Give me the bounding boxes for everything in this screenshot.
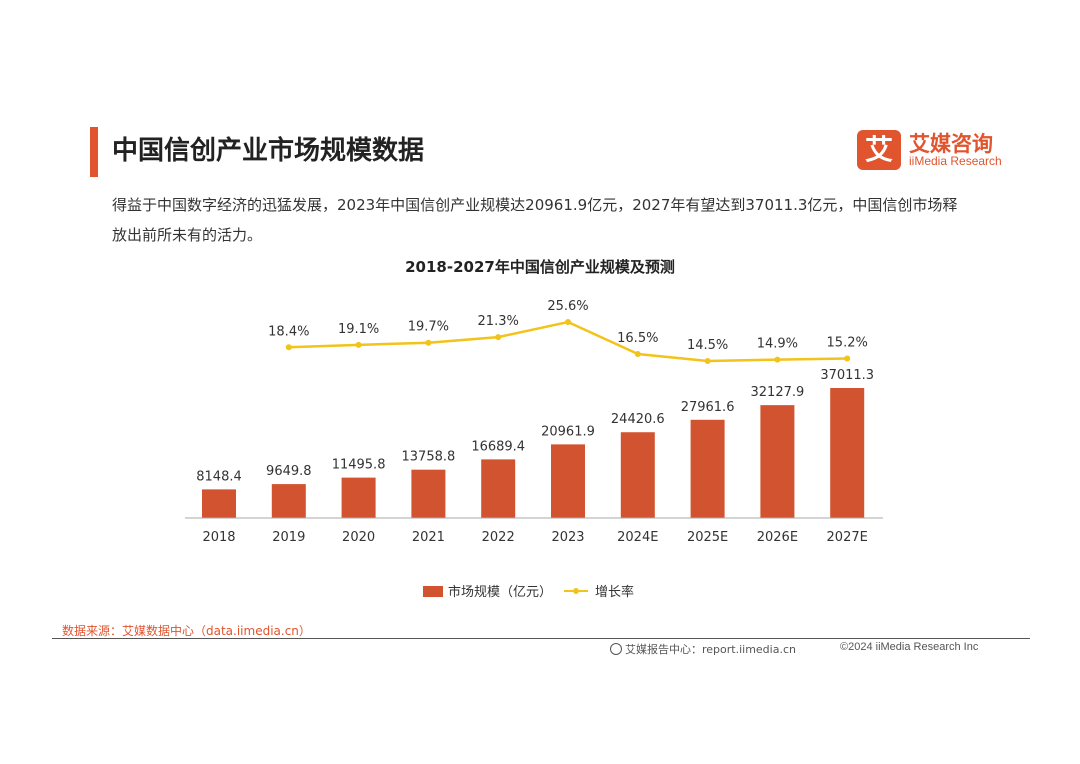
- bar-2021: [411, 469, 446, 518]
- bar-label-2021: 13758.8: [402, 450, 456, 465]
- report-center-text: 艾媒报告中心：report.iimedia.cn: [625, 643, 796, 656]
- growth-label-2020: 19.1%: [338, 322, 379, 337]
- bar-label-2018: 8148.4: [196, 469, 242, 484]
- bar-2025E: [690, 419, 725, 518]
- x-tick-2019: 2019: [272, 530, 305, 545]
- bar-label-2024E: 24420.6: [611, 412, 665, 427]
- legend-bar-label: 市场规模（亿元）: [448, 584, 552, 600]
- growth-label-2023: 25.6%: [547, 299, 588, 314]
- logo-en-text: iiMedia Research: [909, 154, 1002, 168]
- growth-label-2024E: 16.5%: [617, 331, 658, 346]
- bar-2022: [481, 459, 516, 518]
- growth-point-2023: [565, 319, 571, 325]
- growth-label-2019: 18.4%: [268, 324, 309, 339]
- x-tick-2022: 2022: [482, 530, 515, 545]
- growth-point-2019: [285, 344, 292, 351]
- footer-divider: [52, 638, 1030, 639]
- legend-bar-swatch: [423, 586, 443, 597]
- growth-label-2025E: 14.5%: [687, 338, 728, 353]
- x-tick-2026E: 2026E: [757, 530, 798, 545]
- growth-point-2025E: [704, 358, 711, 364]
- bar-2024E: [620, 432, 655, 518]
- growth-point-2027E: [844, 355, 851, 362]
- growth-point-2021: [425, 339, 432, 346]
- growth-label-2022: 21.3%: [478, 314, 519, 329]
- report-center: 艾媒报告中心：report.iimedia.cn: [610, 641, 796, 657]
- bar-2023: [551, 444, 585, 518]
- x-tick-2027E: 2027E: [827, 530, 868, 545]
- bar-2019: [271, 484, 306, 518]
- bar-label-2022: 16689.4: [471, 439, 525, 454]
- x-tick-2023: 2023: [551, 530, 584, 545]
- bar-label-2020: 11495.8: [332, 458, 386, 473]
- growth-label-2026E: 14.9%: [757, 337, 798, 352]
- data-source: 数据来源：艾媒数据中心（data.iimedia.cn）: [62, 624, 311, 638]
- bar-label-2025E: 27961.6: [681, 400, 735, 415]
- copyright: ©2024 iiMedia Research Inc: [840, 641, 979, 653]
- brand-logo: 艾 艾媒咨询 iiMedia Research: [857, 130, 1037, 174]
- bar-label-2026E: 32127.9: [751, 385, 805, 400]
- chart-title: 2018-2027年中国信创产业规模及预测: [405, 258, 675, 276]
- bar-label-2023: 20961.9: [541, 424, 595, 439]
- growth-point-2026E: [774, 356, 781, 363]
- bar-2020: [341, 477, 376, 518]
- growth-point-2020: [355, 341, 362, 348]
- growth-point-2022: [495, 334, 502, 341]
- logo-cn-text: 艾媒咨询: [909, 132, 993, 156]
- chart-legend: 市场规模（亿元） 增长率: [423, 584, 634, 600]
- x-tick-2018: 2018: [202, 530, 235, 545]
- x-tick-2020: 2020: [342, 530, 375, 545]
- bar-2026E: [760, 405, 795, 518]
- description-text: 得益于中国数字经济的迅猛发展，2023年中国信创产业规模达20961.9亿元，2…: [112, 196, 958, 244]
- bar-2027E: [830, 388, 865, 518]
- logo-mark-icon: 艾: [857, 130, 901, 170]
- bar-2018: [202, 489, 236, 518]
- eye-icon: [610, 643, 622, 655]
- x-tick-2021: 2021: [412, 530, 445, 545]
- bar-label-2027E: 37011.3: [820, 368, 874, 383]
- x-tick-2025E: 2025E: [687, 530, 728, 545]
- title-accent-bar: [90, 127, 98, 177]
- legend-line-marker: [573, 588, 579, 594]
- page-title: 中国信创产业市场规模数据: [112, 136, 425, 166]
- growth-label-2027E: 15.2%: [827, 336, 868, 351]
- bar-label-2019: 9649.8: [266, 464, 312, 479]
- legend-line-label: 增长率: [595, 584, 634, 600]
- growth-label-2021: 19.7%: [408, 320, 449, 335]
- growth-point-2024E: [634, 350, 641, 357]
- x-tick-2024E: 2024E: [617, 530, 658, 545]
